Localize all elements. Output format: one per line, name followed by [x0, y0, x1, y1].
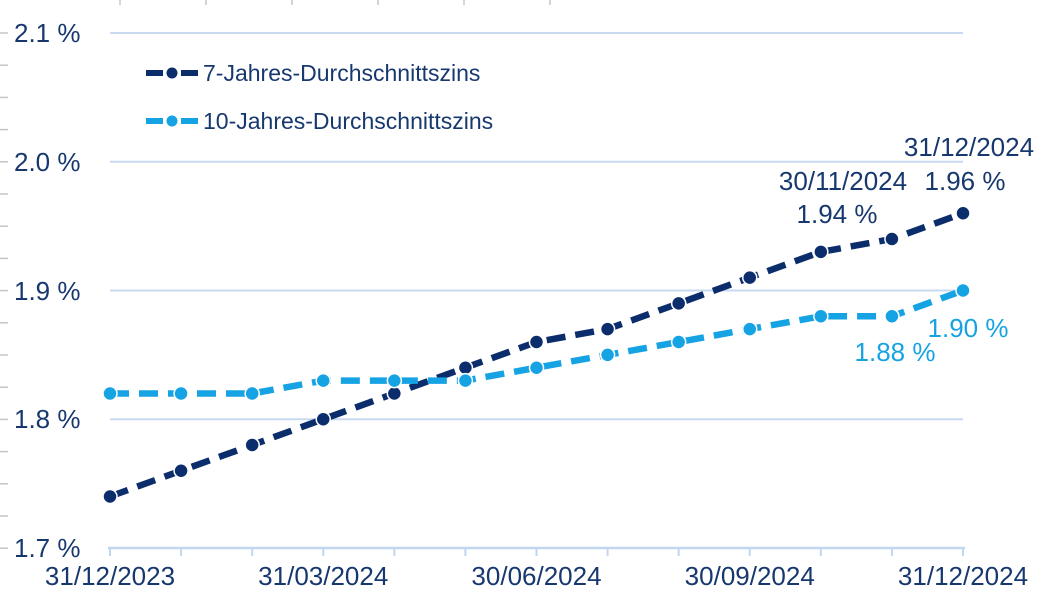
- data-point-marker: [955, 282, 971, 299]
- data-point-marker: [244, 437, 260, 453]
- data-point-marker: [386, 385, 403, 402]
- data-point-marker: [102, 488, 118, 505]
- data-point-marker: [670, 334, 687, 350]
- legend: 7-Jahres-Durchschnittszins 10-Jahres-Dur…: [145, 58, 493, 154]
- data-point-marker: [173, 463, 189, 479]
- legend-item-10-jahre: 10-Jahres-Durchschnittszins: [145, 106, 493, 136]
- data-point-marker: [813, 308, 829, 324]
- data-point-marker: [315, 372, 331, 389]
- dashed-line-series-marker-icon: [146, 115, 198, 127]
- dashed-line-series-marker-icon: [146, 67, 198, 79]
- y-axis-label: 1.7 %: [14, 533, 81, 563]
- series-line: [108, 210, 965, 500]
- annotation-label: 30/11/2024: [778, 166, 908, 196]
- annotation-label: 1.96 %: [924, 166, 1006, 196]
- data-point-marker: [315, 411, 331, 427]
- x-axis-label: 31/12/2023: [44, 561, 176, 591]
- data-point-marker: [742, 269, 758, 286]
- data-point-marker: [173, 385, 189, 402]
- y-axis-label: 2.0 %: [14, 146, 81, 177]
- data-point-marker: [457, 360, 474, 376]
- data-point-marker: [244, 385, 260, 402]
- data-point-marker: [102, 385, 118, 402]
- data-point-marker: [813, 244, 829, 260]
- x-axis-label: 31/12/2024: [897, 561, 1029, 591]
- data-point-marker: [884, 308, 900, 324]
- x-axis-label: 30/06/2024: [471, 561, 602, 591]
- y-axis-label: 2.1 %: [14, 18, 81, 48]
- data-point-marker: [457, 372, 474, 389]
- y-axis-label: 1.8 %: [14, 404, 81, 435]
- data-point-marker: [742, 321, 758, 337]
- legend-item-7-jahre: 7-Jahres-Durchschnittszins: [145, 58, 493, 88]
- legend-label-7-jahre: 7-Jahres-Durchschnittszins: [203, 59, 481, 86]
- annotation-label: 1.88 %: [854, 337, 936, 367]
- data-point-marker: [528, 334, 545, 350]
- data-point-marker: [955, 205, 971, 221]
- annotation-label: 31/12/2024: [903, 132, 1035, 162]
- data-point-marker: [528, 360, 545, 376]
- legend-label-10-jahre: 10-Jahres-Durchschnittszins: [203, 107, 494, 134]
- annotation-label: 1.94 %: [796, 199, 878, 229]
- data-point-marker: [884, 231, 900, 247]
- x-axis-label: 31/03/2024: [258, 561, 389, 591]
- x-axis-label: 30/09/2024: [684, 561, 815, 591]
- data-point-marker: [599, 321, 616, 337]
- data-point-marker: [599, 347, 616, 363]
- data-point-marker: [670, 295, 687, 312]
- annotation-label: 1.90 %: [927, 313, 1009, 343]
- data-point-marker: [386, 372, 403, 389]
- y-axis-label: 1.9 %: [14, 275, 81, 306]
